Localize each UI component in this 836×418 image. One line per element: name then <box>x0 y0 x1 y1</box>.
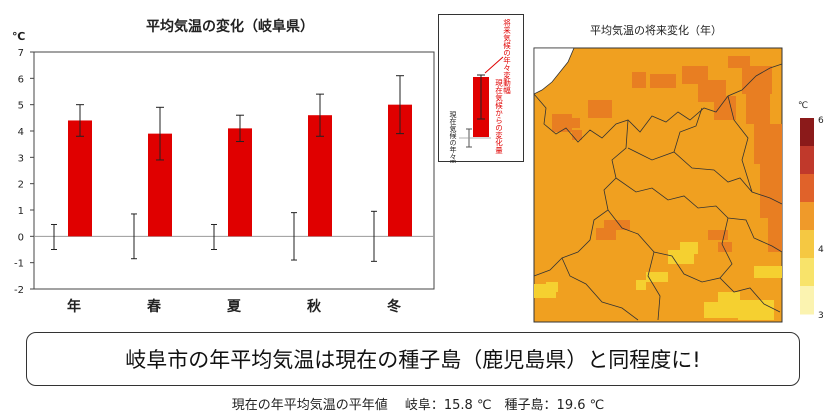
temperature-change-map: ℃ 6 4 3 <box>533 47 824 323</box>
y-tick-label: 0 <box>18 232 24 243</box>
map-scale-segment <box>800 118 814 147</box>
map-cell <box>682 66 708 84</box>
x-tick-label: 夏 <box>227 298 242 315</box>
y-tick-label: -1 <box>14 259 24 270</box>
chart-marks: -2 -1 0 1 2 3 4 5 6 7 年 春 夏 秋 冬 <box>14 48 434 315</box>
map-scale-segment <box>800 202 814 231</box>
headline-text: 岐阜市の年平均気温は現在の種子島（鹿児島県）と同程度に! <box>125 348 701 372</box>
map-boundary-line <box>727 95 753 193</box>
y-tick-label: 2 <box>18 180 24 191</box>
map-boundary-line <box>673 107 703 153</box>
map-scale-segment <box>800 230 814 259</box>
legend-box: 将来気候の年々変動幅 現在気候からの変化量 現在気候の年々変動幅 <box>438 14 524 182</box>
map-scale-segment <box>800 146 814 175</box>
y-tick-label: 1 <box>18 206 24 217</box>
legend-future-variability-label: 将来気候の年々変動幅 <box>502 18 511 96</box>
map-boundaries <box>533 63 783 321</box>
map-cell <box>632 72 646 88</box>
map-boundary-line <box>615 177 783 253</box>
map-color-scale: ℃ 6 4 3 <box>798 101 824 321</box>
y-tick-label: 5 <box>18 101 24 112</box>
headline-box: 岐阜市の年平均気温は現在の種子島（鹿児島県）と同程度に! <box>26 332 800 386</box>
map-cell <box>636 280 646 290</box>
map-cell <box>760 164 782 218</box>
map-scale-segment <box>800 174 814 203</box>
map-cell <box>718 242 732 252</box>
map-scale-bar <box>800 118 814 315</box>
map-cell <box>668 250 694 264</box>
map-boundary-line <box>533 119 629 277</box>
legend-present-variability-label: 現在気候の年々変動幅 <box>449 111 457 163</box>
map-cell <box>650 74 676 88</box>
x-tick-label: 春 <box>146 298 162 315</box>
map-cell <box>646 272 668 282</box>
y-tick-label: 3 <box>18 153 24 164</box>
x-tick-label: 年 <box>67 298 81 315</box>
map-cell <box>754 124 782 164</box>
map-scale-segment <box>800 286 814 315</box>
y-tick-label: 7 <box>18 48 24 59</box>
map-scale-max-label: 6 <box>818 116 824 126</box>
map-scale-min-label: 3 <box>818 311 824 321</box>
y-tick-label: -2 <box>14 285 24 296</box>
map-title: 平均気温の将来変化（年） <box>590 24 722 37</box>
map-scale-mid-label: 4 <box>818 245 824 255</box>
map-cell <box>604 220 630 230</box>
map-cell <box>768 216 782 252</box>
map-scale-segment <box>800 258 814 287</box>
chart-title: 平均気温の変化（岐阜県） <box>146 18 314 35</box>
map-scale-unit: ℃ <box>798 101 808 111</box>
map-boundary-line <box>627 147 783 205</box>
map-sea <box>533 47 575 95</box>
map-cell <box>572 130 582 140</box>
footnote: 現在の年平均気温の平年値 岐阜：15.8 ℃ 種子島：19.6 ℃ <box>231 398 605 413</box>
plot-area <box>33 51 435 290</box>
y-axis-unit: ℃ <box>12 30 25 43</box>
legend-change-label: 現在気候からの変化量 <box>494 79 503 155</box>
map-boundary-line <box>533 63 783 143</box>
bar-chart: 平均気温の変化（岐阜県） ℃ -2 -1 0 1 2 3 4 5 6 7 年 春 夏 秋 冬 <box>12 18 435 315</box>
map-cell <box>746 94 770 124</box>
map-cell <box>738 300 774 320</box>
map-cell <box>596 228 616 240</box>
map-cell <box>566 118 580 128</box>
map-cell <box>708 230 728 240</box>
map-cells <box>534 56 782 320</box>
map-cell <box>704 302 744 318</box>
y-tick-label: 4 <box>18 127 24 138</box>
map-boundary-line <box>561 257 639 321</box>
y-tick-label: 6 <box>18 74 24 85</box>
map-cell <box>588 100 612 118</box>
x-tick-label: 冬 <box>387 298 401 315</box>
map-boundary-line <box>719 217 733 279</box>
legend-leader <box>484 56 504 74</box>
map-cell <box>742 66 772 94</box>
map-cell <box>714 96 736 120</box>
map-boundary-line <box>607 209 781 313</box>
map-boundary-line <box>647 251 661 321</box>
x-tick-label: 秋 <box>307 298 322 315</box>
map-cell <box>754 266 782 278</box>
map-cell <box>718 292 740 304</box>
map-cell <box>728 56 750 68</box>
bar <box>228 128 252 237</box>
bar <box>68 120 92 237</box>
map-cell <box>546 282 558 292</box>
